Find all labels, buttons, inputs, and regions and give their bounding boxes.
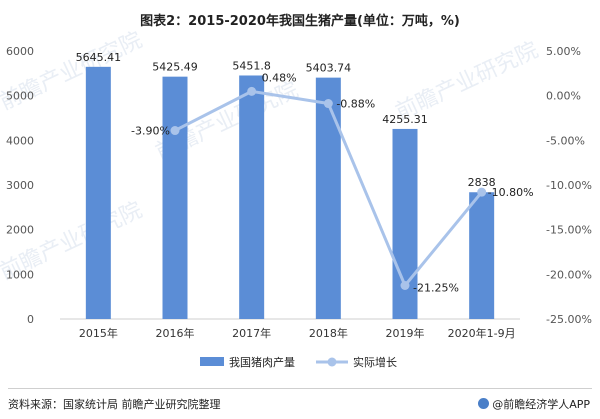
legend-label-line: 实际增长 — [353, 355, 397, 369]
x-tick-label: 2019年 — [386, 326, 425, 340]
y-left-tick-label: 5000 — [6, 90, 34, 103]
growth-value-label: -3.90% — [131, 125, 170, 138]
y-right-tick-label: 0.00% — [546, 90, 581, 103]
growth-point-1 — [170, 126, 180, 136]
y-right-tick-label: -10.00% — [546, 179, 592, 192]
x-tick-label: 2018年 — [309, 326, 348, 340]
y-left-tick-label: 4000 — [6, 134, 34, 147]
bar-0 — [85, 66, 111, 320]
x-tick-label: 2016年 — [156, 326, 195, 340]
bar-value-label: 5451.8 — [232, 59, 271, 72]
bar-1 — [162, 76, 188, 320]
growth-value-label: -0.88% — [336, 98, 375, 111]
brand-logo-icon — [478, 398, 490, 409]
x-tick-label: 2017年 — [232, 326, 271, 340]
x-tick-label: 2020年1-9月 — [448, 326, 516, 340]
y-right-tick-label: 5.00% — [546, 45, 581, 58]
y-left-tick-label: 6000 — [6, 45, 34, 58]
y-left-tick-label: 0 — [27, 313, 34, 326]
growth-point-3 — [323, 99, 333, 109]
growth-value-label: -10.80% — [488, 186, 534, 199]
bar-value-label: 4255.31 — [382, 113, 428, 126]
brand-credit: @前瞻经济学人APP — [478, 396, 590, 412]
legend-swatch-bar — [200, 357, 224, 366]
bar-value-label: 5403.74 — [306, 62, 352, 75]
growth-value-label: -21.25% — [413, 282, 459, 295]
bar-2 — [239, 75, 265, 319]
y-left-tick-label: 3000 — [6, 179, 34, 192]
y-left-tick-label: 1000 — [6, 268, 34, 281]
y-left-tick-label: 2000 — [6, 224, 34, 237]
growth-point-5 — [477, 187, 487, 197]
growth-point-4 — [400, 281, 410, 290]
source-note: 资料来源：国家统计局 前瞻产业研究院整理 — [8, 398, 221, 411]
y-right-tick-label: -25.00% — [546, 313, 592, 326]
x-tick-label: 2015年 — [79, 326, 118, 340]
bar-3 — [315, 77, 341, 319]
y-right-tick-label: -20.00% — [546, 268, 592, 281]
bar-value-label: 5425.49 — [152, 61, 198, 74]
bar-value-label: 2838 — [468, 176, 496, 189]
legend-swatch-marker — [327, 357, 337, 367]
growth-value-label: 0.48% — [262, 71, 297, 84]
growth-point-2 — [247, 86, 257, 96]
y-right-tick-label: -15.00% — [546, 224, 592, 237]
chart-title: 图表2：2015-2020年我国生猪产量(单位：万吨，%) — [140, 14, 460, 29]
bar-5 — [469, 192, 495, 319]
y-right-tick-label: -5.00% — [546, 134, 585, 147]
legend-label-bar: 我国猪肉产量 — [229, 355, 295, 369]
footer-divider — [8, 388, 592, 389]
brand-text: @前瞻经济学人APP — [492, 398, 590, 411]
bar-value-label: 5645.41 — [76, 51, 122, 64]
